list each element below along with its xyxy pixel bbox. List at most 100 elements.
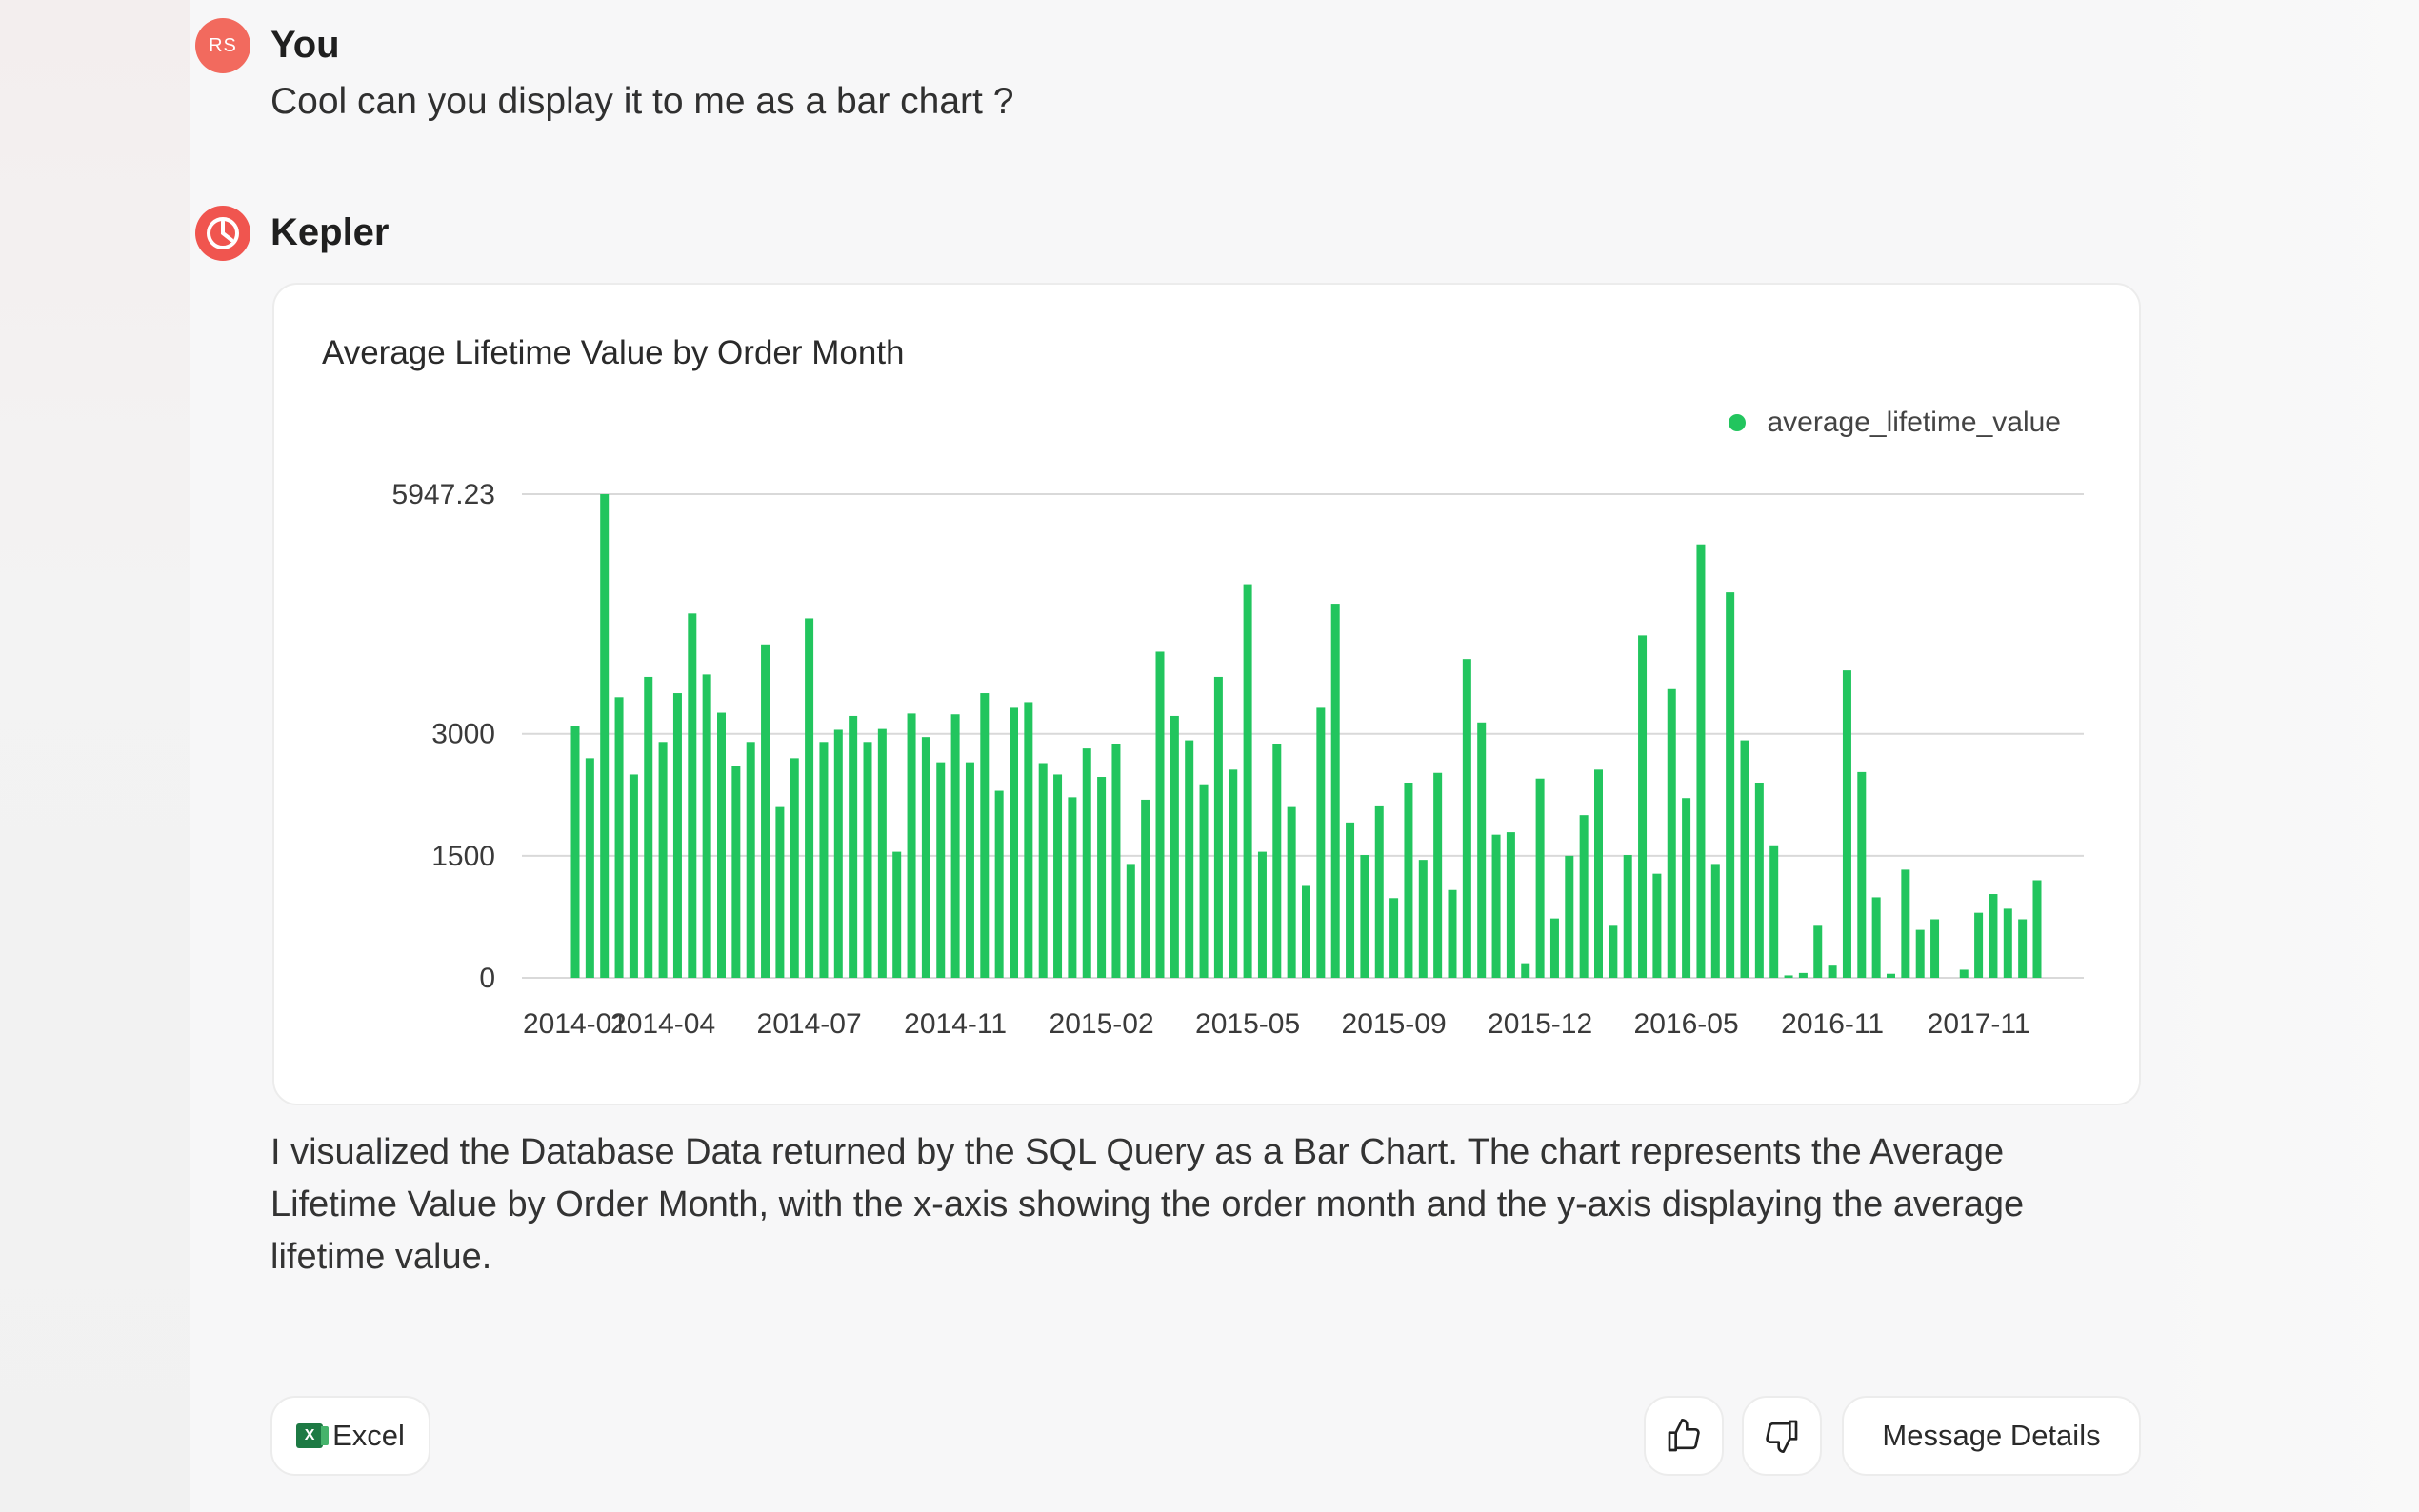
- chart-legend[interactable]: average_lifetime_value: [1729, 407, 2061, 439]
- chart-bar: [1638, 635, 1648, 978]
- chart-bar: [1857, 771, 1867, 978]
- x-tick-label: 2015-05: [1195, 1008, 1300, 1040]
- chart-bar: [1111, 743, 1121, 978]
- legend-label: average_lifetime_value: [1767, 407, 2061, 438]
- chart-bar: [1374, 805, 1384, 978]
- chart-bar: [644, 676, 653, 978]
- chart-bar: [688, 613, 697, 978]
- x-tick-label: 2015-12: [1488, 1008, 1592, 1040]
- x-tick-label: 2015-02: [1050, 1008, 1154, 1040]
- chart-bar: [1141, 799, 1150, 978]
- chart-bar: [1915, 929, 1925, 978]
- chart-bar: [1229, 769, 1238, 978]
- x-tick-label: 2016-05: [1634, 1008, 1739, 1040]
- chart-bar: [1389, 898, 1399, 978]
- thumbs-down-icon: [1766, 1420, 1798, 1453]
- user-author-name: You: [270, 24, 340, 66]
- chart-bar: [1302, 885, 1310, 978]
- chart-bar: [1213, 676, 1223, 978]
- chart-bar: [980, 693, 990, 978]
- chart-bar: [672, 693, 682, 978]
- chart-bar: [1740, 740, 1749, 978]
- chart-bar: [1930, 919, 1940, 978]
- dislike-button[interactable]: [1742, 1396, 1822, 1476]
- chart-bar: [1754, 782, 1764, 978]
- excel-label: Excel: [332, 1419, 405, 1452]
- chart-bar: [1696, 544, 1706, 978]
- x-tick-label: 2016-11: [1781, 1008, 1884, 1040]
- chart-bar: [1082, 748, 1091, 978]
- message-details-label: Message Details: [1882, 1419, 2101, 1452]
- chart-bar: [1623, 855, 1632, 978]
- x-tick-label: 2015-09: [1342, 1008, 1447, 1040]
- chart-bar: [1769, 845, 1779, 978]
- chart-bar: [921, 737, 930, 978]
- x-tick-label: 2014-04: [610, 1008, 715, 1040]
- chart-bar: [1549, 918, 1559, 978]
- chart-bar: [570, 726, 580, 978]
- chart-bar: [1565, 855, 1574, 978]
- chart-bar: [863, 742, 872, 978]
- chart-bar: [1360, 855, 1369, 978]
- chart-bar: [1828, 965, 1837, 978]
- like-button[interactable]: [1644, 1396, 1724, 1476]
- chart-bar: [1199, 784, 1209, 978]
- chart-bar: [1491, 834, 1501, 978]
- user-avatar: RS: [195, 18, 250, 73]
- chart-bar: [1346, 822, 1355, 978]
- chart-bar: [2003, 908, 2012, 978]
- chart-bar: [761, 644, 770, 978]
- chart-bar: [1185, 740, 1194, 978]
- legend-dot-icon: [1729, 414, 1747, 431]
- chart-bar: [1462, 659, 1471, 978]
- chart-bar: [600, 494, 610, 978]
- right-background: [2133, 0, 2419, 1512]
- chart-bar: [1024, 702, 1033, 978]
- chart-bar: [1535, 778, 1545, 978]
- chart-bar: [877, 728, 887, 978]
- chart-bar: [892, 851, 902, 978]
- chart-bar: [614, 697, 624, 978]
- y-tick-label: 3000: [431, 719, 495, 750]
- chart-bar: [731, 766, 741, 978]
- chart-bar: [1257, 851, 1267, 978]
- chart-bar: [1010, 707, 1018, 978]
- bot-explanation-text: I visualized the Database Data returned …: [270, 1132, 2025, 1277]
- x-tick-label: 2014-07: [757, 1008, 862, 1040]
- excel-icon: X: [296, 1423, 330, 1448]
- thumbs-up-icon: [1668, 1419, 1700, 1452]
- x-tick-label: 2014-01: [523, 1008, 628, 1040]
- chart-bar: [1784, 975, 1793, 978]
- chart-bar: [1126, 864, 1135, 978]
- message-details-button[interactable]: Message Details: [1842, 1396, 2141, 1476]
- chart-bar: [1887, 973, 1895, 978]
- chart-bar: [1155, 651, 1165, 978]
- chart-bar: [936, 762, 946, 978]
- chart-bar: [702, 674, 711, 978]
- chart-bar: [775, 806, 785, 978]
- kepler-logo-glyph: [207, 217, 239, 249]
- chart-bar: [790, 758, 799, 978]
- chart-bar: [1433, 772, 1443, 978]
- chart-bar: [2032, 880, 2042, 978]
- excel-export-button[interactable]: X Excel: [270, 1396, 430, 1476]
- chart-bar: [746, 742, 755, 978]
- chart-bar: [1097, 777, 1107, 978]
- chart-bar: [1667, 688, 1676, 978]
- chart-bar: [1579, 815, 1589, 978]
- chart-card: Average Lifetime Value by Order Month av…: [272, 283, 2141, 1105]
- user-avatar-initials: RS: [209, 34, 237, 56]
- chart-bar: [819, 742, 829, 978]
- chart-bar: [1842, 670, 1851, 978]
- chart-bar: [833, 729, 843, 978]
- chart-bar: [1959, 969, 1969, 978]
- chart-bar: [1170, 715, 1179, 978]
- chart-bar: [1871, 897, 1881, 978]
- chart-bar: [629, 774, 638, 978]
- chart-bar: [1418, 860, 1428, 978]
- chart-bar: [1652, 873, 1662, 978]
- chart-bar: [585, 758, 594, 978]
- bot-author-name: Kepler: [270, 211, 390, 253]
- chart-bar: [805, 618, 814, 978]
- user-message-text: Cool can you display it to me as a bar c…: [270, 81, 1014, 122]
